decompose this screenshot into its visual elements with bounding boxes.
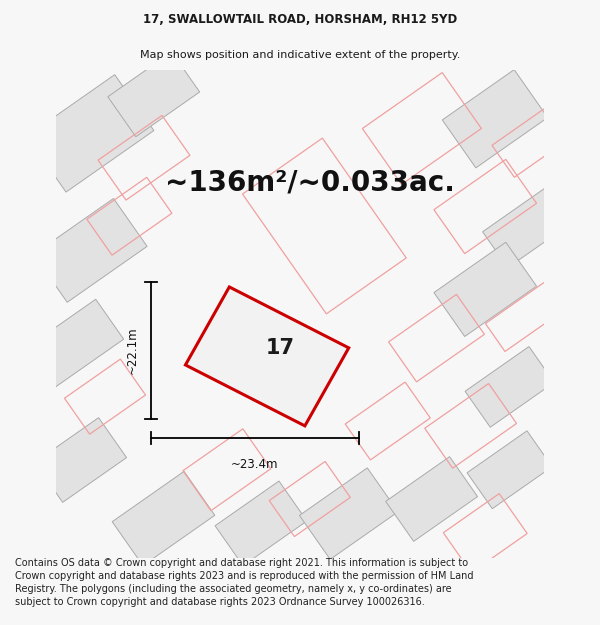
Polygon shape (27, 74, 154, 192)
Polygon shape (35, 418, 127, 502)
Polygon shape (299, 468, 398, 559)
Polygon shape (482, 184, 575, 268)
Text: 17, SWALLOWTAIL ROAD, HORSHAM, RH12 5YD: 17, SWALLOWTAIL ROAD, HORSHAM, RH12 5YD (143, 13, 457, 26)
Polygon shape (434, 242, 536, 336)
Polygon shape (467, 431, 552, 509)
Polygon shape (185, 287, 349, 426)
Text: ~136m²/~0.033ac.: ~136m²/~0.033ac. (165, 168, 455, 196)
Text: ~22.1m: ~22.1m (126, 326, 139, 374)
Polygon shape (442, 69, 548, 168)
Text: ~23.4m: ~23.4m (231, 458, 278, 471)
Polygon shape (386, 457, 478, 541)
Polygon shape (215, 481, 307, 566)
Text: Contains OS data © Crown copyright and database right 2021. This information is : Contains OS data © Crown copyright and d… (15, 558, 473, 608)
Text: Map shows position and indicative extent of the property.: Map shows position and indicative extent… (140, 49, 460, 59)
Polygon shape (28, 299, 124, 387)
Polygon shape (34, 199, 147, 302)
Polygon shape (465, 346, 554, 428)
Polygon shape (112, 471, 215, 566)
Text: 17: 17 (266, 338, 295, 358)
Polygon shape (108, 52, 200, 137)
